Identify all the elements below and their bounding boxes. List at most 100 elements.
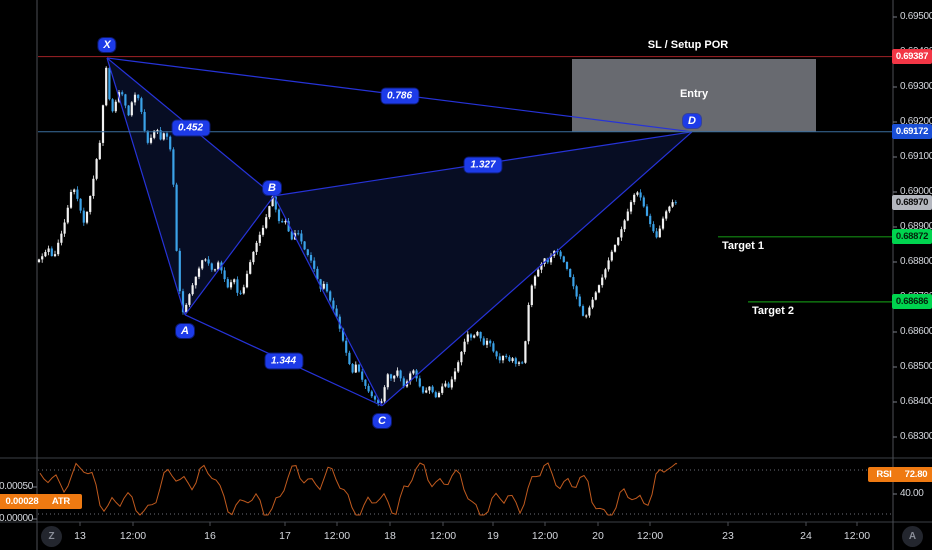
pattern-fill [107,57,274,315]
time-tick-label[interactable]: 12:00 [531,530,559,542]
pattern-point-A[interactable]: A [176,323,194,338]
candle-body [50,248,53,257]
entry-zone-label[interactable]: Entry [679,88,709,100]
candle-body [597,285,601,293]
candle-body [69,191,73,208]
pattern-point-X[interactable]: X [98,37,116,52]
candle-body [261,227,265,235]
candle-body [607,260,610,270]
candle-body [229,282,233,288]
pattern-ratio-1.344[interactable]: 1.344 [264,353,303,369]
candle-body [402,378,405,387]
time-tick-label[interactable]: 12:00 [119,530,147,542]
price-tick-label[interactable]: 0.69100 [900,151,932,162]
time-tick-label[interactable]: 12:00 [843,530,871,542]
candle-body [169,136,172,150]
target-1-label[interactable]: Target 1 [722,239,764,252]
candle-body [665,211,668,219]
candle-body [620,229,623,238]
time-tick-label[interactable]: 19 [487,530,499,542]
candle-body [431,386,434,393]
price-tick-label[interactable]: 0.68900 [900,221,932,232]
target-2-label[interactable]: Target 2 [752,304,794,317]
price-tick-label[interactable]: 0.68300 [900,431,932,442]
price-tick-label[interactable]: 0.69000 [900,186,932,197]
candle-body [281,221,284,223]
price-tick-label[interactable]: 0.69200 [900,116,932,127]
pattern-line-CD[interactable] [381,131,693,407]
candle-body [319,279,322,289]
time-tick-label[interactable]: 13 [74,530,86,542]
candle-body [489,340,492,344]
candle-body [463,341,466,352]
candle-body [649,215,652,225]
time-tick-label[interactable]: 20 [592,530,604,542]
price-tick-label[interactable]: 0.68400 [900,396,932,407]
rsi-indicator-badge[interactable]: RSI [868,467,900,482]
a-button[interactable]: A [902,526,923,547]
candle-body [367,385,370,392]
candle-body [245,273,249,288]
pattern-point-B[interactable]: B [263,180,281,195]
candle-body [252,251,255,263]
pattern-ratio-1.327[interactable]: 1.327 [464,157,502,173]
time-tick-label[interactable]: 23 [722,530,734,542]
time-tick-label[interactable]: 16 [204,530,216,542]
atr-indicator-badge[interactable]: ATR [40,494,82,509]
candle-body [172,149,175,185]
candle-body [111,99,114,112]
candle-body [428,386,431,391]
price-tick-label[interactable]: 0.68600 [900,326,932,337]
candle-body [162,133,165,140]
candle-body [601,277,604,286]
pattern-point-D[interactable]: D [683,114,701,129]
candle-body [175,184,178,251]
candle-body [165,133,169,137]
candle-body [153,130,156,138]
candle-body [514,358,517,364]
time-tick-label[interactable]: 17 [279,530,291,542]
candle-body [668,206,671,212]
pattern-line-XA[interactable] [106,57,186,316]
candle-body [82,210,85,223]
candle-body [300,233,303,242]
candle-body [297,233,300,235]
candle-body [149,137,153,143]
candle-body [527,305,530,342]
candle-body [92,178,95,196]
candle-body [412,370,415,374]
time-tick-label[interactable]: 18 [384,530,396,542]
candle-body [585,315,588,317]
pattern-ratio-0.452[interactable]: 0.452 [171,120,210,136]
candle-body [415,370,418,379]
candle-body [249,262,252,274]
candle-body [386,374,389,388]
candle-body [658,228,661,238]
candle-body [591,299,594,308]
price-tick-label[interactable]: 0.69500 [900,11,932,22]
time-tick-label[interactable]: 24 [800,530,812,542]
pattern-fill [274,131,692,406]
candle-body [389,374,393,379]
time-tick-label[interactable]: 12:00 [429,530,457,542]
time-tick-label[interactable]: 12:00 [636,530,664,542]
price-tick-label[interactable]: 0.68800 [900,256,932,267]
candle-body [274,196,277,210]
candle-body [565,262,569,269]
price-tick-label[interactable]: 0.69300 [900,81,932,92]
pattern-line-BC[interactable] [273,195,383,407]
price-tick-label[interactable]: 0.68500 [900,361,932,372]
pattern-line-AB[interactable] [184,195,275,316]
candle-body [380,401,383,404]
pattern-point-C[interactable]: C [373,413,391,428]
atr-scale-tick-bottom: 0.00000 [0,513,33,524]
candle-body [409,373,412,382]
candle-body [444,383,447,387]
pattern-ratio-0.786[interactable]: 0.786 [380,88,419,104]
stop-loss-annotation[interactable]: SL / Setup POR [647,39,729,51]
time-tick-label[interactable]: 12:00 [323,530,351,542]
timezone-button[interactable]: Z [41,526,62,547]
candle-body [303,241,306,250]
